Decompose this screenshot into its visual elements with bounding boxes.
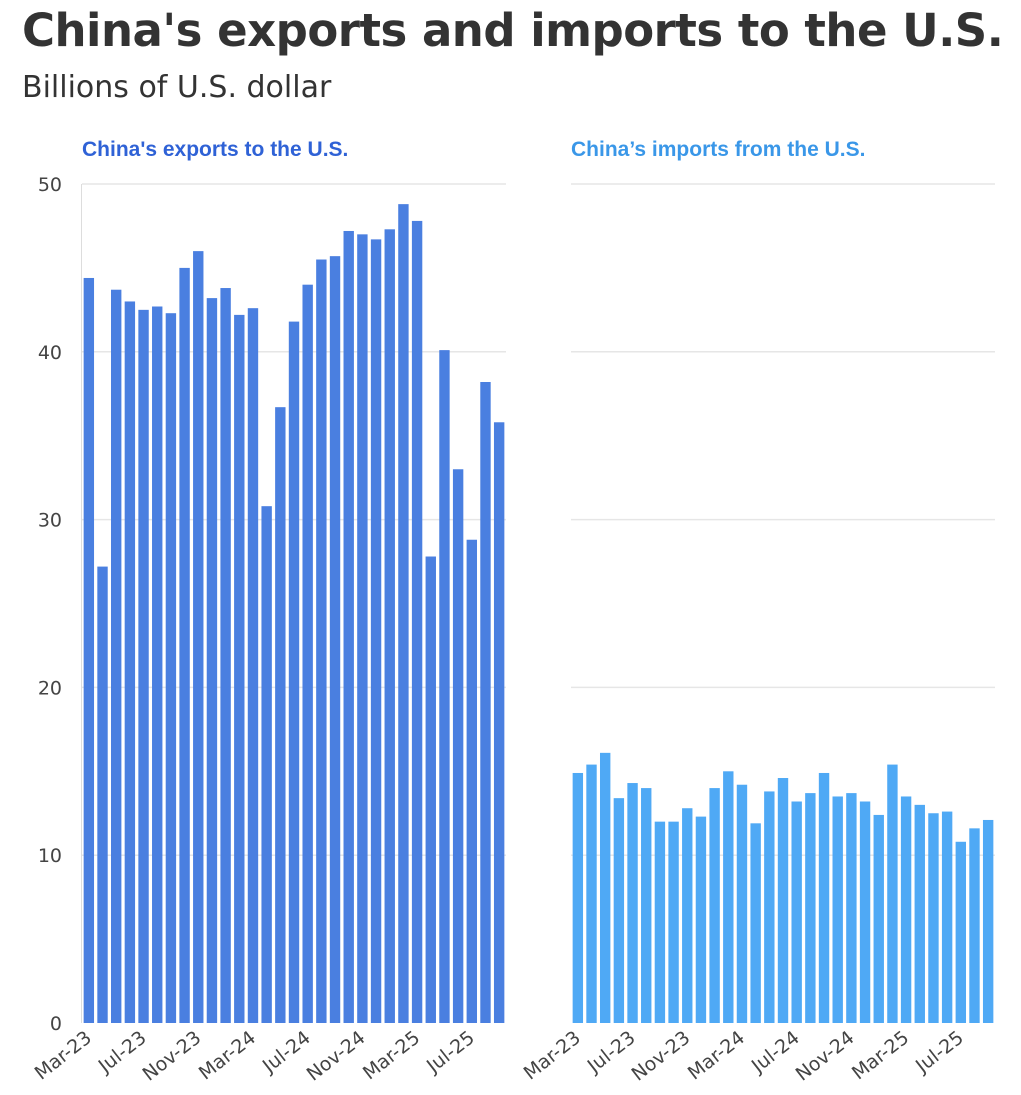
bar-layer [83,204,994,1024]
x-tick-label: Nov-23 [628,1027,695,1086]
bar-Mar-25 [411,220,423,1023]
bar-Aug-25 [480,382,491,1023]
bar-Apr-24 [261,506,272,1023]
bar-May-25 [439,350,450,1023]
bar-Nov-23 [682,808,693,1023]
bar-Jul-24 [791,801,802,1023]
x-tick-label: Mar-23 [520,1027,585,1085]
x-tick-label: Nov-23 [139,1027,206,1086]
bar-Jan-25 [873,814,884,1023]
bar-Nov-24 [846,793,857,1023]
x-tick-label: Jul-25 [911,1027,968,1078]
chart-subtitle: Billions of U.S. dollar [22,70,332,105]
bar-Mar-23 [83,277,95,1023]
bar-Jan-24 [220,288,231,1023]
bar-Mar-24 [736,784,748,1023]
bar-Mar-23 [572,772,584,1023]
grid-layer [82,183,995,856]
x-tick-label: Jul-25 [422,1027,479,1078]
imports-panel-title: China’s imports from the U.S. [571,138,866,161]
bar-May-25 [928,813,939,1023]
bar-Jun-23 [124,301,136,1024]
bar-Feb-25 [887,764,898,1023]
bar-Feb-24 [234,314,245,1023]
bar-Dec-23 [206,298,218,1023]
bar-Aug-23 [152,306,163,1023]
bar-May-23 [110,289,122,1023]
x-tick-label: Mar-24 [195,1027,260,1085]
bar-Aug-23 [641,788,652,1023]
bar-Oct-24 [343,230,354,1023]
y-tick-label: 50 [38,174,62,196]
x-tick-label: Mar-25 [848,1027,913,1085]
bar-Apr-25 [914,804,925,1023]
bar-Oct-24 [832,796,843,1023]
bar-Jul-25 [466,539,478,1023]
bar-May-24 [764,791,775,1023]
bar-Feb-25 [398,204,409,1024]
x-tick-label: Mar-23 [31,1027,96,1085]
bar-Jun-25 [941,811,953,1023]
bar-Apr-25 [425,556,436,1023]
x-tick-label: Mar-25 [359,1027,424,1085]
y-tick-label: 40 [38,342,62,364]
bar-May-24 [275,407,286,1023]
bar-Dec-24 [859,801,871,1023]
label-layer: Mar-23Jul-23Nov-23Mar-24Jul-24Nov-24Mar-… [31,1027,968,1086]
bar-Oct-23 [668,821,679,1023]
bar-Apr-23 [97,566,108,1023]
bar-Jun-25 [452,469,464,1023]
y-tick-label: 30 [38,510,62,532]
bar-Aug-25 [969,828,980,1023]
bar-Jun-24 [288,321,300,1023]
bar-Apr-24 [750,823,761,1023]
bar-Sep-25 [493,422,505,1023]
bar-Sep-23 [654,821,666,1023]
x-tick-label: Nov-24 [792,1027,859,1086]
bar-Jan-24 [709,788,720,1023]
bar-Nov-24 [357,234,368,1024]
exports-panel-title: China's exports to the U.S. [82,138,349,161]
bar-Dec-24 [370,239,382,1023]
bar-Sep-24 [818,772,830,1023]
axis-layer: 0 10 20 30 40 50 [38,174,82,1035]
bar-May-23 [599,752,611,1023]
bar-Feb-24 [723,771,734,1023]
bar-Sep-25 [982,819,994,1023]
bar-Mar-25 [900,796,912,1023]
chart-title: China's exports and imports to the U.S. [22,4,1004,57]
bar-Jul-25 [955,841,967,1023]
y-tick-label: 20 [38,677,62,699]
bar-Apr-23 [586,764,597,1023]
bar-Jun-24 [777,778,789,1023]
bar-Jun-23 [613,798,625,1023]
bar-Jul-23 [138,309,149,1024]
bar-Jul-24 [302,284,313,1023]
bar-Dec-23 [695,816,707,1023]
bar-Sep-24 [329,256,341,1023]
bar-Nov-23 [193,251,204,1023]
bar-Jan-25 [384,229,395,1023]
x-tick-label: Mar-24 [684,1027,749,1085]
y-tick-label: 0 [50,1013,62,1035]
bar-Jul-23 [627,783,638,1023]
x-tick-label: Nov-24 [303,1027,370,1086]
bar-Sep-23 [165,313,177,1023]
bar-Aug-24 [316,259,327,1023]
bar-Mar-24 [247,308,259,1023]
bar-Oct-23 [179,267,190,1023]
y-tick-label: 10 [38,845,62,867]
bar-Aug-24 [805,793,816,1023]
